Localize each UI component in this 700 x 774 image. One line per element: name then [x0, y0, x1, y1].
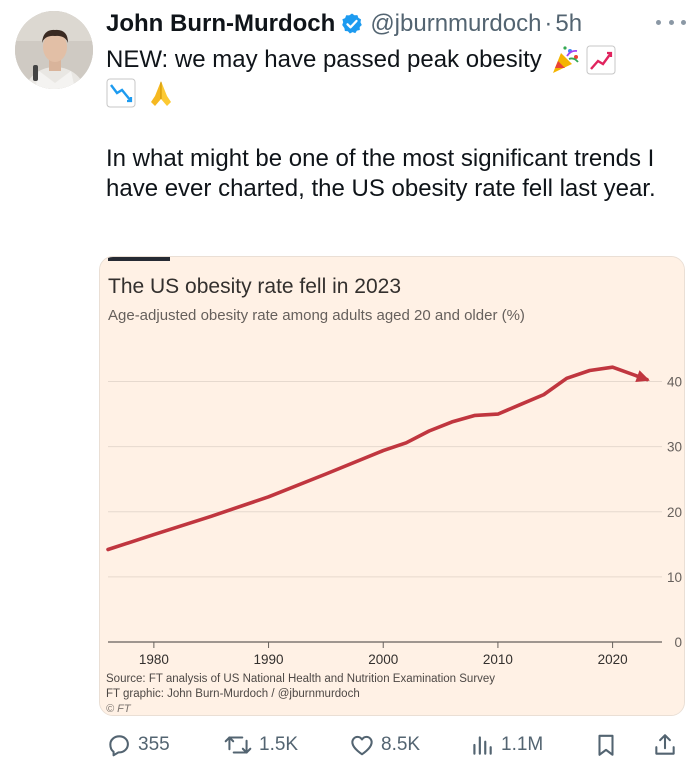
author-name[interactable]: John Burn-Murdoch: [106, 10, 336, 37]
heart-icon: [351, 735, 373, 756]
y-tick-label: 30: [667, 440, 682, 455]
chart-credit: FT graphic: John Burn-Murdoch / @jburnmu…: [106, 688, 360, 700]
y-tick-label: 10: [667, 570, 682, 585]
share-icon: [655, 734, 675, 755]
y-tick-label: 40: [667, 375, 682, 390]
tweet-action-bar: 355 1.5K 8.5K 1.1M: [106, 728, 686, 762]
chart-title: The US obesity rate fell in 2023: [108, 275, 401, 298]
author-handle[interactable]: @jburnmurdoch: [370, 10, 542, 37]
bookmark-button[interactable]: [593, 728, 619, 762]
obesity-chart: The US obesity rate fell in 2023 Age-adj…: [100, 257, 684, 715]
chart-decreasing-icon: [106, 78, 136, 108]
reply-icon: [109, 735, 129, 757]
x-tick-label: 2010: [483, 652, 513, 667]
verified-badge-icon[interactable]: [340, 12, 364, 36]
tweet-headline-icons: [106, 78, 176, 108]
party-popper-icon: [552, 46, 579, 73]
x-tick-label: 2000: [368, 652, 398, 667]
y-tick-label: 0: [674, 635, 682, 650]
repost-button[interactable]: 1.5K: [223, 728, 298, 762]
tweet-header: John Burn-Murdoch @jburnmurdoch · 5h: [106, 8, 686, 40]
x-tick-label: 1990: [254, 652, 284, 667]
like-button[interactable]: 8.5K: [349, 728, 420, 762]
avatar-image: [15, 11, 93, 89]
x-tick-label: 1980: [139, 652, 169, 667]
chart-top-marker: [108, 257, 170, 261]
tweet-body: In what might be one of the most signifi…: [106, 145, 656, 202]
post-time[interactable]: 5h: [555, 10, 583, 37]
tweet-headline-line: NEW: we may have passed peak obesity: [106, 44, 616, 76]
avatar[interactable]: [15, 11, 93, 89]
chart-subtitle: Age-adjusted obesity rate among adults a…: [108, 307, 525, 324]
reply-count: 355: [138, 734, 170, 755]
like-count: 8.5K: [381, 734, 421, 755]
views-button[interactable]: 1.1M: [469, 728, 543, 762]
repost-icon: [224, 736, 252, 754]
views-icon: [473, 736, 492, 755]
line-arrowhead: [635, 370, 650, 383]
share-button[interactable]: [652, 728, 678, 762]
bookmark-icon: [598, 734, 614, 756]
repost-count: 1.5K: [259, 734, 299, 755]
obesity-rate-line: [106, 365, 649, 552]
tweet-headline: NEW: we may have passed peak obesity: [106, 46, 542, 73]
y-tick-label: 20: [667, 505, 682, 520]
more-options-icon[interactable]: [656, 14, 686, 30]
chart-source: Source: FT analysis of US National Healt…: [106, 673, 495, 685]
views-count: 1.1M: [501, 734, 544, 755]
folded-hands-icon: [151, 81, 171, 106]
chart-increasing-icon: [586, 45, 616, 75]
x-tick-label: 2020: [598, 652, 628, 667]
reply-button[interactable]: 355: [106, 728, 170, 762]
chart-image-card[interactable]: The US obesity rate fell in 2023 Age-adj…: [99, 256, 685, 716]
header-separator: ·: [544, 10, 553, 37]
chart-copyright: © FT: [106, 703, 132, 715]
